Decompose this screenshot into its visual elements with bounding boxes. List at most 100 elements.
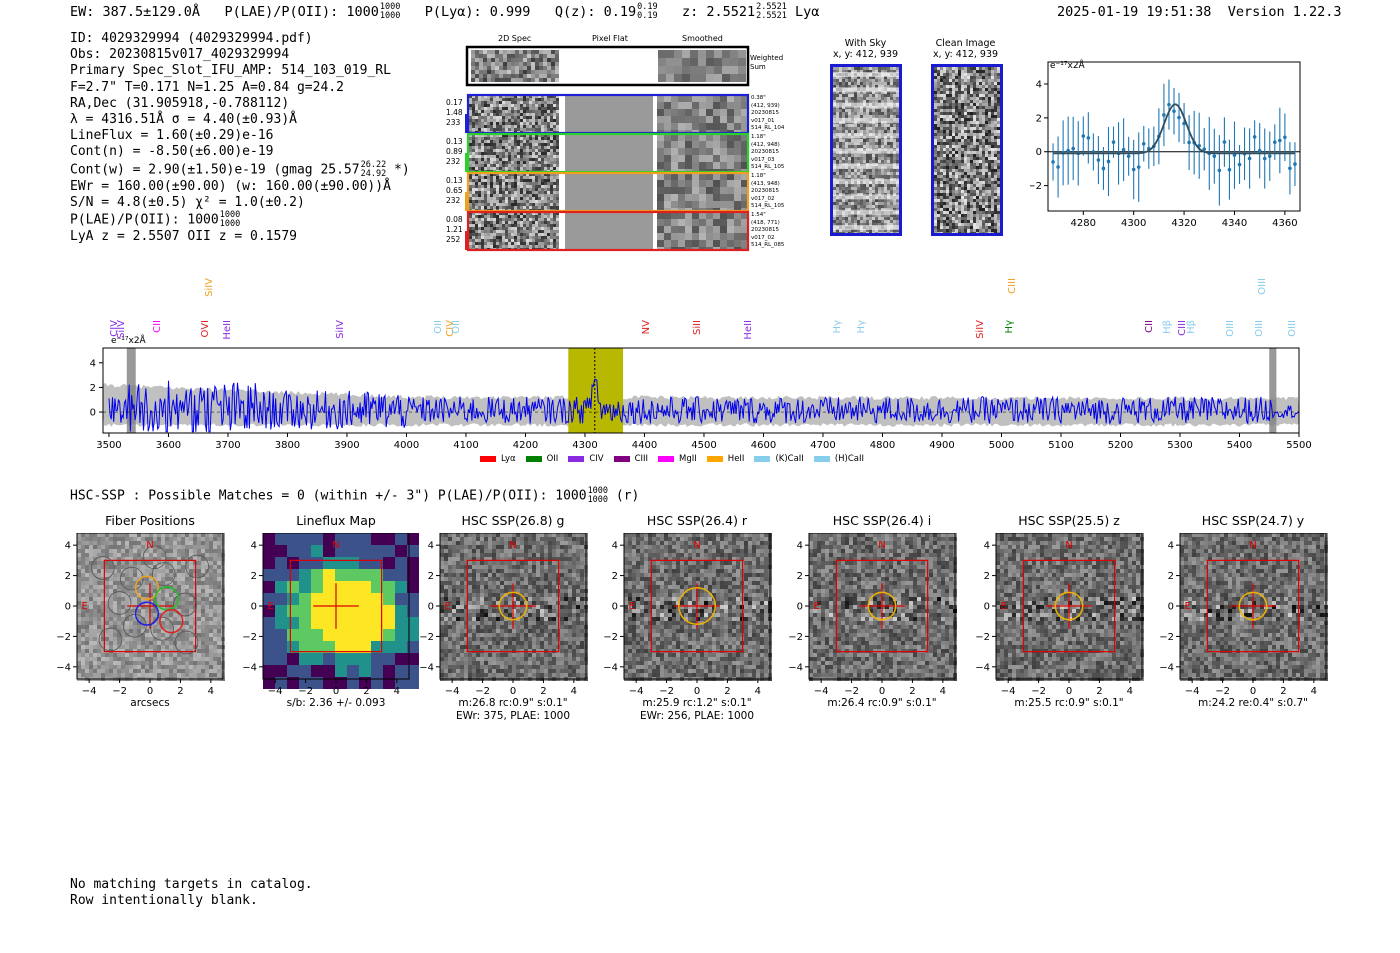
spectrum-x-tick: 4400 (632, 440, 657, 451)
spectrum-y-tick: 2 (90, 383, 96, 394)
hsc-y-tick: 4 (428, 541, 434, 552)
hsc-panel-6-image: N E −4 −4 −2 −2 0 0 2 2 4 4 (1159, 533, 1328, 697)
legend-item-2: CIV (568, 454, 604, 464)
hsc-y-tick: 0 (428, 602, 434, 613)
match-ellipse (678, 587, 716, 625)
spectrum-x-tick: 5500 (1286, 440, 1311, 451)
line-label-12: HeII (742, 320, 754, 340)
spectrum-x-tick: 4500 (691, 440, 716, 451)
east-label: E (813, 601, 819, 612)
hsc-y-tick: 2 (797, 571, 803, 582)
hsc-x-tick: 0 (147, 686, 153, 697)
hsc-x-tick: 4 (1311, 686, 1317, 697)
z-frac: 2.5521 2.5521 (756, 2, 787, 21)
line-label-11: SiII (692, 320, 704, 336)
hsc-panel-5-caption: m:25.5 rc:0.9" s:0.1" (1014, 697, 1124, 709)
spectrum-x-tick: 3500 (96, 440, 121, 451)
hsc-y-tick: −2 (242, 632, 257, 643)
header-datetime: 2025-01-19 19:51:38 Version 1.22.3 (1057, 4, 1342, 20)
hsc-panel-5-image: N E −4 −4 −2 −2 0 0 2 2 4 4 (975, 533, 1144, 697)
hsc-panel-3-image: N E −4 −4 −2 −2 0 0 2 2 4 4 (603, 533, 772, 697)
row-2-smoothed-image (657, 173, 747, 211)
hsc-x-tick: 4 (940, 686, 946, 697)
zoom-data-points (1051, 79, 1297, 206)
cutout-canvas (465, 45, 750, 252)
line-label-16: CIII (1007, 278, 1019, 294)
hsc-x-tick: 4 (208, 686, 214, 697)
info-contw: Cont(w) = 2.90(±1.50)e-19 (gmag 25.57 26.… (70, 159, 410, 179)
hsc-x-tick: −4 (1001, 686, 1016, 697)
spectrum-x-tick: 3700 (215, 440, 240, 451)
hsc-y-tick: 2 (65, 571, 71, 582)
east-label: E (628, 601, 634, 612)
zoom-line-plot: 4280 4300 4320 4340 4360 4 2 0 −2 e⁻¹⁷x2Å (1027, 58, 1350, 233)
with-sky-title: With Sky x, y: 412, 939 (832, 38, 899, 60)
info-lineflux: LineFlux = 1.60(±0.29)e-16 (70, 128, 274, 144)
spectrum-unit-label: e⁻¹⁷x2Å (111, 336, 146, 346)
hsc-y-tick: −4 (56, 662, 71, 673)
line-label-13: Hγ (831, 320, 843, 334)
legend-label: CIV (589, 454, 604, 464)
line-label-6: SiIV (335, 320, 346, 339)
line-label-24: OIII (1254, 320, 1266, 337)
zoom-x-tick: 4320 (1171, 218, 1196, 229)
hsc-panel-6-title: HSC SSP(24.7) y (1201, 513, 1305, 528)
weighted-smoothed-image (658, 50, 746, 82)
legend-item-1: OII (525, 454, 559, 464)
hsc-x-tick: −2 (1215, 686, 1230, 697)
legend-swatch (613, 456, 630, 462)
row-1-flat-image (565, 134, 653, 172)
hsc-x-tick: 2 (909, 686, 915, 697)
row-2-right-info: 1.18" (413, 948) 20230815 v017_02 514_RL_105 (751, 173, 785, 210)
hsc-x-tick: −2 (112, 686, 127, 697)
plae-frac: 1000 1000 (379, 2, 401, 21)
clean-noise (931, 64, 1003, 236)
row-2-flat-image (565, 173, 653, 211)
zoom-x-tick: 4300 (1121, 218, 1146, 229)
spectrum-x-tick: 3800 (275, 440, 300, 451)
line-highlight-band (568, 348, 624, 433)
hsc-y-tick: 0 (65, 602, 71, 613)
legend-label: OII (546, 454, 559, 464)
legend-label: CIII (634, 454, 649, 464)
spectrum-y-tick: 0 (90, 408, 96, 419)
match-ellipse (498, 591, 528, 621)
footer-line2: Row intentionally blank. (70, 893, 258, 909)
hsc-panel-4-caption: m:26.4 rc:0.9" s:0.1" (827, 697, 937, 709)
hsc-panel-2-title: HSC SSP(26.8) g (461, 513, 565, 528)
row-3-right-info: 1.54" (418, 771) 20230815 v017_02 514_RL_085 (751, 212, 785, 249)
row-0-2d-image (469, 95, 559, 133)
line-label-4: OVI (199, 320, 211, 338)
hsc-x-tick: 2 (1280, 686, 1286, 697)
hsc-x-tick: 2 (177, 686, 183, 697)
line-label-1: SiIV (116, 320, 128, 339)
legend-item-0: Lyα (480, 454, 516, 464)
hsc-x-tick: 4 (571, 686, 577, 697)
ew-text: EW: 387.5±129.0Å (70, 4, 201, 20)
hsc-x-tick: 0 (694, 686, 700, 697)
legend-label: (K)CaII (775, 454, 804, 464)
row-3-flat-image (565, 212, 653, 250)
hsc-panel-0-caption: arcsecs (130, 697, 170, 709)
aperture-box (466, 559, 560, 653)
row-0-right-info: 0.38" (412, 939) 20230815 v017_01 514_RL_104 (751, 95, 785, 132)
aperture-box (103, 559, 197, 653)
version: Version 1.22.3 (1227, 4, 1342, 20)
line-label-18: CII (1144, 320, 1156, 333)
legend-item-5: HeII (706, 454, 744, 464)
plae-text: P(LAE)/P(OII): 1000 (224, 4, 379, 20)
info-obs: Obs: 20230815v017_4029329994 (70, 47, 290, 63)
z-line: Lyα (794, 4, 820, 20)
header-summary: EW: 387.5±129.0Å P(LAE)/P(OII): 1000 1000… (70, 3, 819, 21)
info-id: ID: 4029329994 (4029329994.pdf) (70, 31, 313, 46)
match-ellipse (1238, 591, 1268, 621)
row-3-left-stats: 0.08 1.21 252 (446, 215, 463, 244)
hsc-panel-3-title: HSC SSP(26.4) r (646, 513, 748, 528)
hsc-y-tick: 0 (797, 602, 803, 613)
info-plae: P(LAE)/P(OII): 1000 1000 1000 (70, 210, 241, 230)
hsc-y-tick: 2 (251, 571, 257, 582)
row-2-2d-image (469, 173, 559, 211)
match-ellipse (1054, 591, 1084, 621)
hsc-y-tick: 4 (797, 541, 803, 552)
zoom-x-tick: 4340 (1222, 218, 1247, 229)
